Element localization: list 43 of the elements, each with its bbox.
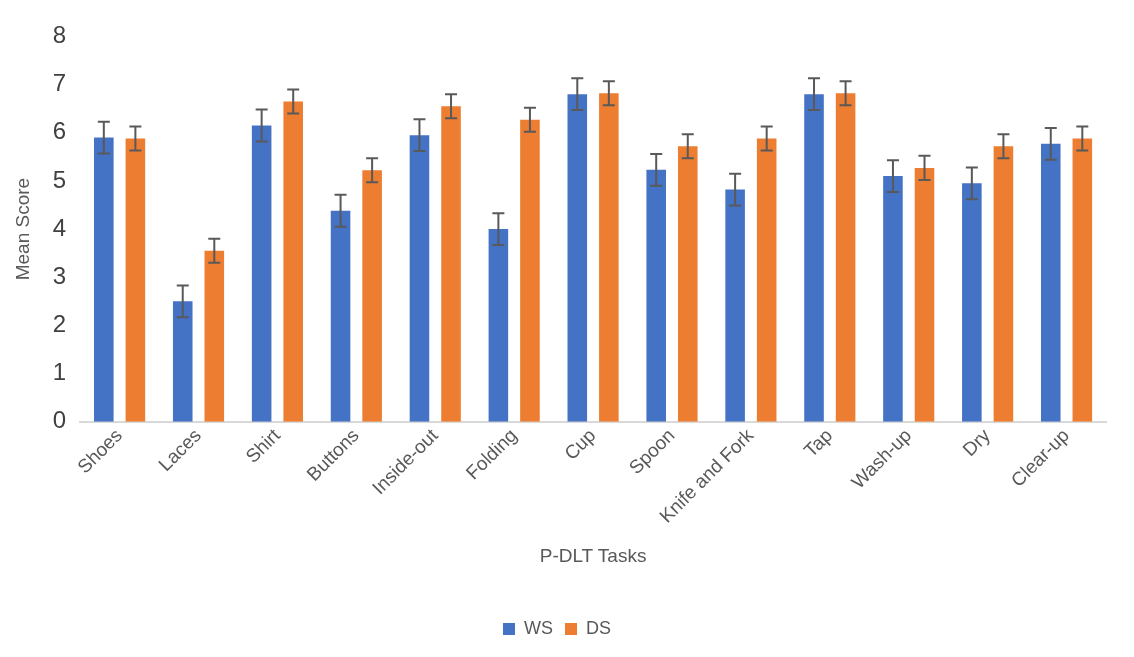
x-tick-label: Tap: [799, 424, 837, 461]
y-tick-label: 1: [52, 358, 67, 386]
y-tick-label: 7: [52, 69, 67, 97]
bar: [677, 146, 698, 422]
bar: [94, 137, 114, 422]
y-tick-label: 3: [52, 261, 67, 289]
bar: [330, 210, 351, 422]
bar: [725, 189, 745, 422]
bar: [283, 101, 303, 422]
y-axis-title: Mean Score: [11, 177, 33, 281]
bar: [172, 301, 193, 422]
y-tick-label: 2: [52, 310, 67, 337]
legend-label: DS: [586, 617, 612, 638]
y-tick-label: 0: [52, 406, 67, 434]
y-tick-label: 5: [52, 165, 67, 193]
y-tick-label: 4: [52, 213, 67, 241]
bar: [488, 229, 509, 422]
bar: [646, 169, 666, 422]
bar: [567, 94, 588, 422]
y-tick-label: 8: [52, 21, 67, 49]
bar: [204, 250, 225, 422]
y-tick-label: 6: [52, 117, 67, 145]
x-tick-label: Shirt: [241, 423, 285, 467]
bar: [125, 138, 146, 422]
bar: [1072, 138, 1093, 422]
bar: [409, 135, 430, 422]
bar: [835, 93, 856, 422]
bar: [756, 138, 777, 422]
bar: [962, 183, 982, 422]
x-tick-label: Dry: [958, 424, 995, 461]
bar: [362, 170, 382, 422]
bar: [441, 106, 461, 422]
bar: [804, 94, 824, 422]
bar: [1040, 143, 1061, 422]
bar: [914, 167, 935, 422]
bar: [251, 125, 272, 422]
bar: [520, 119, 540, 422]
x-tick-label: Cup: [560, 424, 600, 464]
bar: [883, 176, 903, 422]
x-axis-title: P-DLT Tasks: [539, 544, 647, 566]
bar: [993, 146, 1014, 422]
legend-label: WS: [524, 617, 553, 638]
bar: [599, 93, 619, 422]
